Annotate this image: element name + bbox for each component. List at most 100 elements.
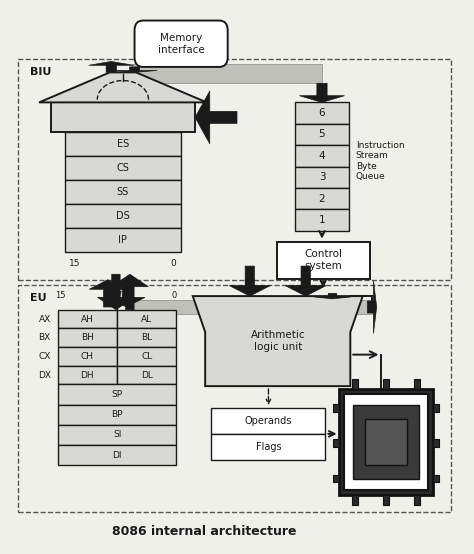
Text: 6: 6 [319,108,325,118]
Bar [58,329,117,347]
Polygon shape [285,266,326,296]
Bar [58,404,176,425]
Text: 15: 15 [69,259,81,268]
Text: BL: BL [141,334,152,342]
Polygon shape [108,280,145,307]
Bar [433,439,438,447]
Bar [333,404,339,412]
Bar [295,145,349,167]
Bar [58,425,176,445]
Bar [65,132,181,156]
Text: Flags: Flags [255,442,281,452]
Text: AH: AH [81,315,94,324]
Polygon shape [89,280,126,307]
Bar [433,404,438,412]
Polygon shape [111,274,148,310]
Text: Instruction
Stream
Byte
Queue: Instruction Stream Byte Queue [356,141,404,181]
Polygon shape [98,274,134,310]
Text: DH: DH [81,371,94,379]
Bar [117,366,176,384]
Text: SI: SI [113,430,121,439]
Text: 0: 0 [171,259,176,268]
Bar [18,59,451,280]
Polygon shape [300,83,345,102]
Text: CL: CL [141,352,153,361]
Polygon shape [195,91,237,144]
Bar [65,204,181,228]
Text: CX: CX [38,352,51,361]
Bar [344,394,428,490]
Bar [333,439,339,447]
Text: Memory
interface: Memory interface [158,33,204,54]
Bar [383,379,389,389]
Bar [295,188,349,209]
Text: DL: DL [141,371,153,379]
Text: CH: CH [81,352,94,361]
Text: DS: DS [116,212,130,222]
Text: DX: DX [38,371,51,379]
Bar [117,347,176,366]
Bar [58,366,117,384]
Text: IP: IP [118,235,128,245]
Bar [383,495,389,505]
Text: 7: 7 [117,291,122,300]
Bar [18,285,451,512]
Bar [333,475,339,483]
Bar [132,64,322,83]
Polygon shape [89,61,134,73]
Bar [58,384,176,404]
Bar [352,379,358,389]
Text: 8: 8 [112,291,118,300]
Polygon shape [229,266,270,296]
Bar [117,310,176,329]
Bar [51,102,195,132]
Text: BP: BP [111,410,123,419]
Text: ES: ES [117,140,129,150]
Text: 4: 4 [319,151,325,161]
Text: BIU: BIU [30,67,51,77]
Text: 3: 3 [319,172,325,182]
Text: Control
system: Control system [304,249,342,271]
Bar [58,445,176,465]
Bar [354,405,419,479]
Bar [211,434,326,460]
Polygon shape [314,294,351,299]
Text: 5: 5 [319,130,325,140]
Bar [339,389,433,495]
Bar [58,347,117,366]
Polygon shape [367,281,377,334]
Text: DI: DI [112,450,122,460]
Bar [58,310,117,329]
Text: SP: SP [111,390,123,399]
Polygon shape [193,296,363,386]
Text: Arithmetic
logic unit: Arithmetic logic unit [250,330,305,352]
Bar [117,329,176,347]
Text: 2: 2 [319,193,325,203]
Polygon shape [112,67,157,73]
Bar [295,209,349,230]
Polygon shape [39,73,207,102]
Text: AL: AL [141,315,152,324]
Text: 8086 internal architecture: 8086 internal architecture [112,525,297,538]
Bar [295,102,349,124]
Text: Operands: Operands [245,416,292,426]
Bar [65,156,181,181]
Text: AX: AX [38,315,51,324]
Text: 15: 15 [55,291,65,300]
Bar [414,379,420,389]
Bar [65,181,181,204]
Text: EU: EU [30,294,46,304]
Bar [365,419,407,465]
Bar [433,475,438,483]
Bar [132,300,372,314]
Text: CS: CS [117,163,129,173]
Bar [414,495,420,505]
Bar [352,495,358,505]
Bar [211,408,326,434]
Text: SS: SS [117,187,129,197]
Bar [295,124,349,145]
FancyBboxPatch shape [135,20,228,67]
Bar [295,167,349,188]
Text: 0: 0 [172,291,177,300]
Text: BX: BX [38,334,51,342]
